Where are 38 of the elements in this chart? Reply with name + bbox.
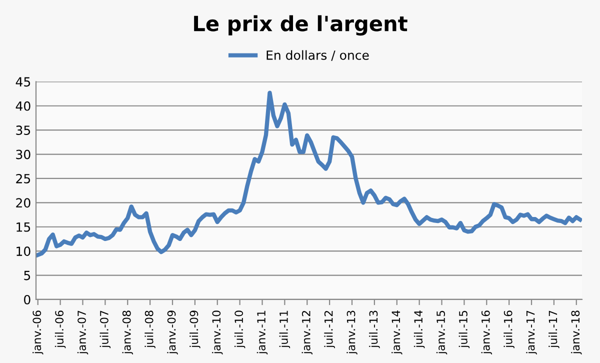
x-tick-label: janv.-12 <box>302 311 313 354</box>
x-tick-label: juil.-17 <box>548 310 560 348</box>
x-tick-label: juil.-12 <box>324 311 335 348</box>
y-tick-label: 35 <box>16 126 30 135</box>
line-series <box>36 90 582 258</box>
y-tick-label: 0 <box>24 294 30 304</box>
chart-title: Le prix de l'argent <box>194 15 408 36</box>
x-tick-label: juil.-09 <box>190 310 200 348</box>
x-tick-label: juil.-11 <box>279 310 290 348</box>
y-tick-label: 20 <box>16 198 30 208</box>
y-tick-label: 10 <box>16 246 30 256</box>
x-tick-label: juil.-08 <box>144 310 156 348</box>
y-tick-label: 40 <box>16 101 30 111</box>
x-tick-label: juil.-07 <box>100 310 111 348</box>
x-tick-label: juil.-06 <box>54 310 66 348</box>
x-tick-label: janv.-14 <box>392 310 402 354</box>
x-tick-label: janv.-07 <box>77 310 88 354</box>
x-tick-label: janv.-17 <box>526 310 537 354</box>
x-tick-label: janv.-13 <box>346 310 358 354</box>
x-tick-label: janv.-16 <box>481 310 492 354</box>
x-tick-label: janv.-18 <box>571 310 582 354</box>
x-tick-label: juil.-14 <box>414 310 425 348</box>
y-tick-label: 25 <box>16 174 30 184</box>
x-tick-label: janv.-10 <box>212 310 223 354</box>
x-tick-label: janv.-08 <box>122 310 133 354</box>
x-tick-label: juil.-15 <box>458 310 470 348</box>
x-tick-label: juil.-16 <box>504 310 514 348</box>
y-tick-label: 45 <box>16 77 30 87</box>
x-tick-label: janv.-15 <box>436 310 448 354</box>
x-tick-label: janv.-06 <box>32 310 44 354</box>
x-tick-label: janv.-09 <box>167 310 178 354</box>
x-tick-label: juil.-10 <box>234 310 246 348</box>
legend-label: En dollars / once <box>266 50 369 61</box>
y-tick-label: 30 <box>16 150 30 160</box>
x-tick-label: janv.-11 <box>256 310 268 354</box>
y-tick-label: 15 <box>16 222 30 232</box>
x-tick-label: juil.-13 <box>369 310 380 348</box>
y-tick-label: 5 <box>24 270 30 280</box>
